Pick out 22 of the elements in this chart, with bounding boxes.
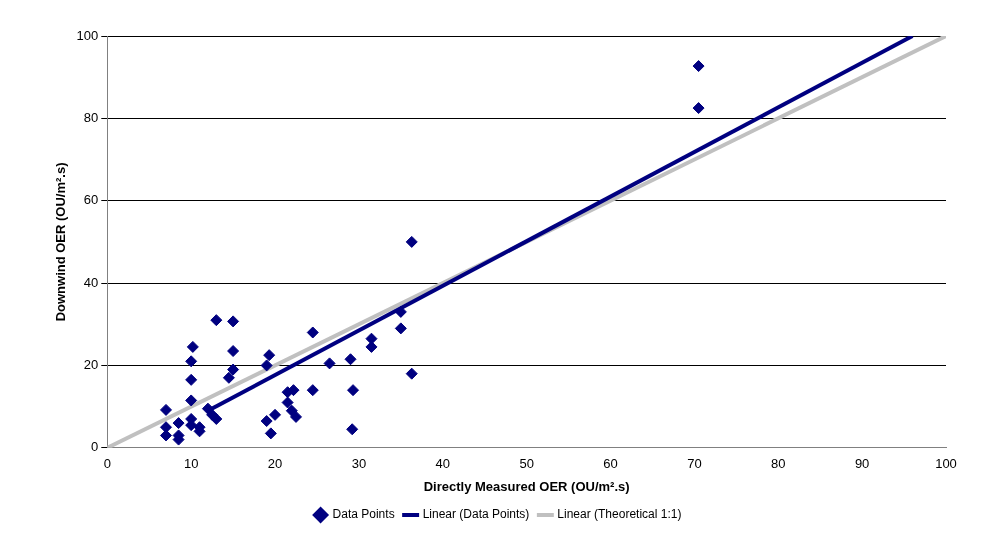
y-tick-label: 40: [83, 274, 99, 290]
x-tick-label: 80: [771, 456, 786, 472]
y-tick-label: 80: [83, 109, 99, 125]
x-tick-label: 30: [351, 456, 367, 472]
y-axis-title: Downwind OER (OU/m².s): [53, 162, 69, 322]
legend-label: Linear (Theoretical 1:1): [557, 507, 682, 522]
x-tick-label: 20: [267, 456, 283, 472]
x-axis-title: Directly Measured OER (OU/m².s): [423, 478, 630, 494]
x-tick-label: 50: [519, 456, 534, 472]
legend-label: Data Points: [332, 507, 395, 522]
x-tick-label: 0: [103, 456, 111, 472]
y-tick-label: 20: [83, 357, 99, 373]
legend-label: Linear (Data Points): [422, 507, 530, 522]
x-tick-label: 40: [435, 456, 451, 472]
x-tick-label: 60: [603, 456, 618, 472]
y-tick-label: 60: [83, 192, 99, 208]
x-tick-label: 70: [687, 456, 702, 472]
y-tick-label: 0: [91, 439, 99, 455]
x-tick-label: 10: [183, 456, 199, 472]
x-tick-label: 100: [935, 456, 957, 472]
x-tick-label: 90: [854, 456, 870, 472]
y-tick-label: 100: [76, 27, 99, 43]
